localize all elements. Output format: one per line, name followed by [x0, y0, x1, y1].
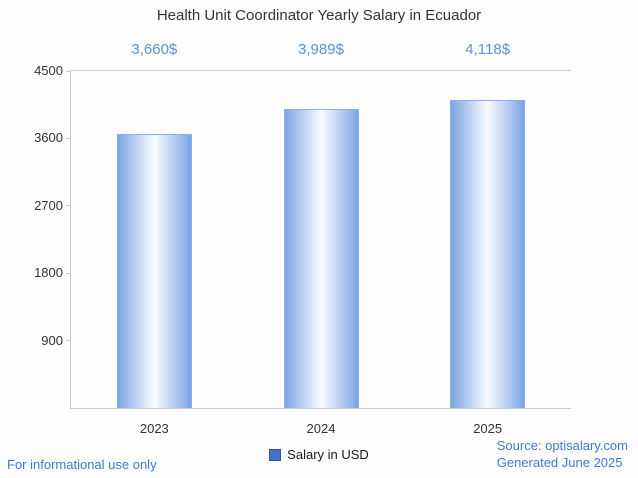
- bar-value-label: 3,989$: [298, 41, 344, 58]
- chart-title: Health Unit Coordinator Yearly Salary in…: [156, 7, 482, 24]
- legend: Salary in USD: [0, 447, 638, 462]
- y-axis-tick-label: 900: [41, 332, 63, 348]
- legend-label: Salary in USD: [287, 447, 369, 462]
- source-link[interactable]: Source: optisalary.com: [496, 438, 628, 454]
- source-info: Source: optisalary.com Generated June 20…: [497, 438, 628, 472]
- salary-bar-2025: [450, 99, 526, 408]
- y-axis-tick-label: 1800: [34, 265, 63, 281]
- y-axis-tick-label: 3600: [34, 130, 63, 146]
- legend-swatch-icon: [269, 448, 282, 461]
- y-axis-tick-mark: [66, 70, 71, 72]
- salary-bar-2023: [116, 133, 192, 408]
- bar-value-label: 4,118$: [465, 41, 511, 58]
- y-axis-tick-label: 4500: [34, 63, 63, 78]
- x-axis-tick-label: 2025: [473, 421, 503, 436]
- salary-bar-2024: [283, 109, 359, 408]
- y-axis-tick-mark: [66, 340, 71, 342]
- y-axis-tick-mark: [66, 272, 71, 274]
- generated-text: Generated June 2025: [496, 455, 623, 471]
- x-axis-tick-label: 2023: [139, 421, 169, 436]
- y-axis-tick-mark: [66, 205, 71, 207]
- bar-value-label: 3,660$: [131, 41, 178, 58]
- plot-area: 900 1800 2700 3600 4500 3,660$ 2023 3,989$ 2024 4…: [34, 41, 571, 436]
- x-axis-tick-label: 2024: [306, 421, 336, 436]
- y-axis-tick-label: 2700: [34, 197, 63, 213]
- y-axis-tick-mark: [66, 137, 71, 139]
- disclaimer-text: For informational use only: [7, 457, 157, 472]
